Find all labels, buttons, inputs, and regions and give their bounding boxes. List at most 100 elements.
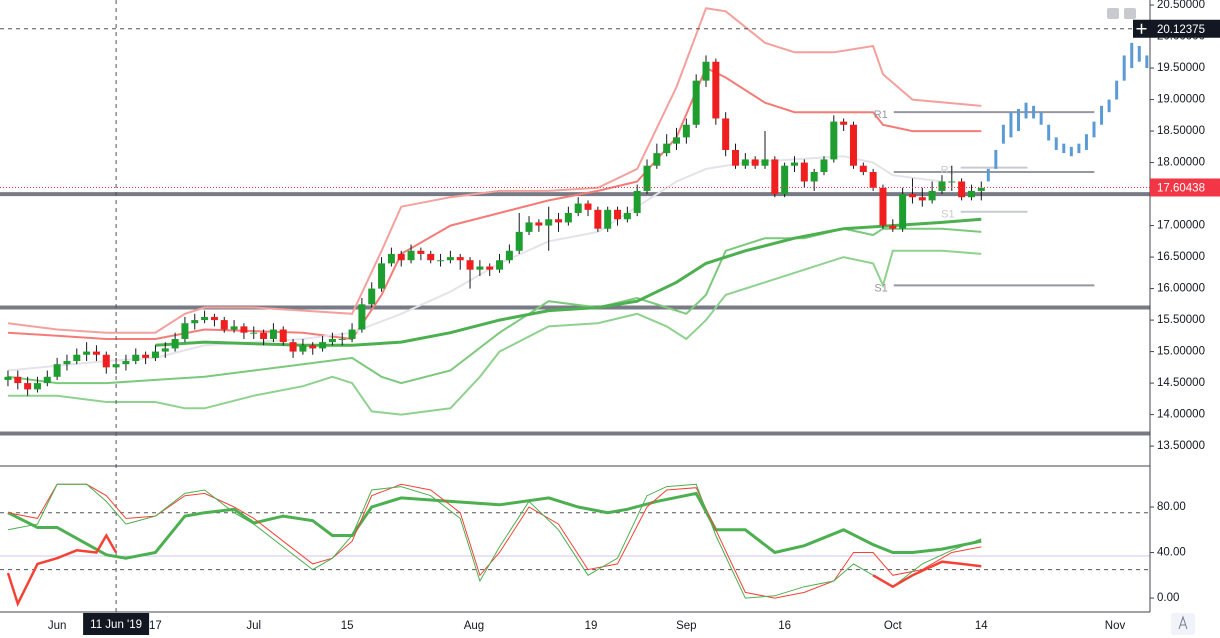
crosshair-date-box	[83, 613, 150, 635]
candle-body	[840, 121, 848, 125]
candle-body	[43, 376, 51, 384]
candle-body	[545, 219, 553, 226]
pivot-label: R1	[941, 165, 955, 177]
candle-body	[407, 250, 415, 261]
candle-body	[14, 376, 22, 384]
candle-body	[918, 197, 926, 201]
collapse-button[interactable]	[1107, 8, 1119, 19]
candle-body	[220, 320, 228, 330]
candle-body	[663, 143, 671, 154]
y-tick-label: 17.00000	[1157, 220, 1205, 232]
candle-body	[584, 203, 592, 210]
candle-body	[928, 190, 936, 201]
crosshair-date-label: 11 Jun '19	[90, 619, 142, 631]
candle-body	[653, 153, 661, 166]
x-tick-label: 14	[975, 620, 988, 632]
candle-body	[614, 209, 622, 220]
candle-body	[397, 253, 405, 261]
candle-body	[977, 187, 985, 191]
candle-body	[967, 190, 975, 198]
indicator-line	[7, 7, 982, 334]
candle-body	[555, 219, 563, 223]
y-tick-label: 18.00000	[1157, 157, 1205, 169]
candle-body	[889, 225, 897, 229]
candle-body	[53, 364, 61, 377]
y-tick-label: 16.00000	[1157, 283, 1205, 295]
x-tick-label: Nov	[1105, 620, 1126, 632]
candle-body	[594, 209, 602, 229]
candle-body	[702, 61, 710, 81]
y-tick-label: 13.50000	[1157, 440, 1205, 452]
last-price-label: 17.60438	[1157, 183, 1205, 195]
y-tick-label: 14.00000	[1157, 409, 1205, 421]
candle-body	[240, 326, 248, 333]
candle-body	[289, 342, 297, 352]
candle-body	[73, 354, 81, 362]
candle-body	[496, 260, 504, 270]
candle-body	[790, 162, 798, 166]
y-tick-label: 15.50000	[1157, 314, 1205, 326]
auto-scale-button[interactable]	[1171, 613, 1195, 635]
y-tick-label: 18.50000	[1157, 125, 1205, 137]
x-tick-label: Sep	[676, 620, 696, 632]
y-tick-label: 0.00	[1157, 592, 1179, 604]
candle-body	[260, 332, 268, 339]
candle-body	[191, 320, 199, 324]
candle-body	[948, 181, 956, 183]
candle-body	[525, 222, 533, 232]
indicator-line	[7, 66, 982, 341]
x-tick-label: 16	[778, 620, 791, 632]
candle-body	[604, 209, 612, 229]
last-price-box	[1150, 178, 1220, 197]
candle-body	[24, 383, 32, 390]
plot-area: R1 S1 R1 S1	[0, 0, 1150, 612]
candle-body	[437, 260, 445, 262]
candle-body	[515, 231, 523, 251]
oscillator-line	[7, 483, 982, 599]
candle-body	[722, 118, 730, 150]
oscillator-line	[7, 483, 982, 599]
candle-body	[92, 351, 100, 355]
candle-body	[181, 323, 189, 339]
candle-body	[574, 203, 582, 213]
candle-body	[348, 329, 356, 339]
candle-body	[938, 181, 946, 191]
candle-body	[328, 338, 336, 343]
candle-body	[771, 159, 779, 195]
candle-body	[908, 194, 916, 198]
x-tick-label: 15	[341, 620, 354, 632]
candle-body	[33, 383, 41, 390]
candle-body	[387, 253, 395, 264]
maximize-button[interactable]	[1124, 8, 1136, 19]
candle-body	[643, 165, 651, 191]
candle-body	[800, 162, 808, 182]
pivot-label: S1	[874, 282, 887, 294]
candle-body	[161, 348, 169, 352]
candle-body	[171, 338, 179, 349]
y-tick-label: 16.50000	[1157, 251, 1205, 263]
y-tick-label: 19.50000	[1157, 62, 1205, 74]
candle-body	[859, 165, 867, 173]
candle-body	[279, 329, 287, 343]
candle-body	[466, 260, 474, 270]
oscillator-line	[6, 533, 982, 608]
candle-body	[476, 266, 484, 270]
candle-body	[417, 250, 425, 254]
y-tick-label: 15.00000	[1157, 346, 1205, 358]
candle-body	[633, 190, 641, 213]
y-tick-label: 80.00	[1157, 501, 1186, 513]
crosshair-plus-icon	[1136, 23, 1147, 34]
oscillator-line	[7, 491, 982, 560]
candle-body	[535, 222, 543, 226]
y-tick-label: 14.50000	[1157, 377, 1205, 389]
x-tick-label: Aug	[464, 620, 484, 632]
candle-body	[63, 361, 71, 365]
candle-body	[830, 121, 838, 160]
candle-body	[486, 266, 494, 270]
candle-body	[4, 376, 12, 380]
candle-body	[378, 263, 386, 289]
candle-body	[781, 165, 789, 195]
x-tick-label: Oct	[884, 620, 903, 632]
